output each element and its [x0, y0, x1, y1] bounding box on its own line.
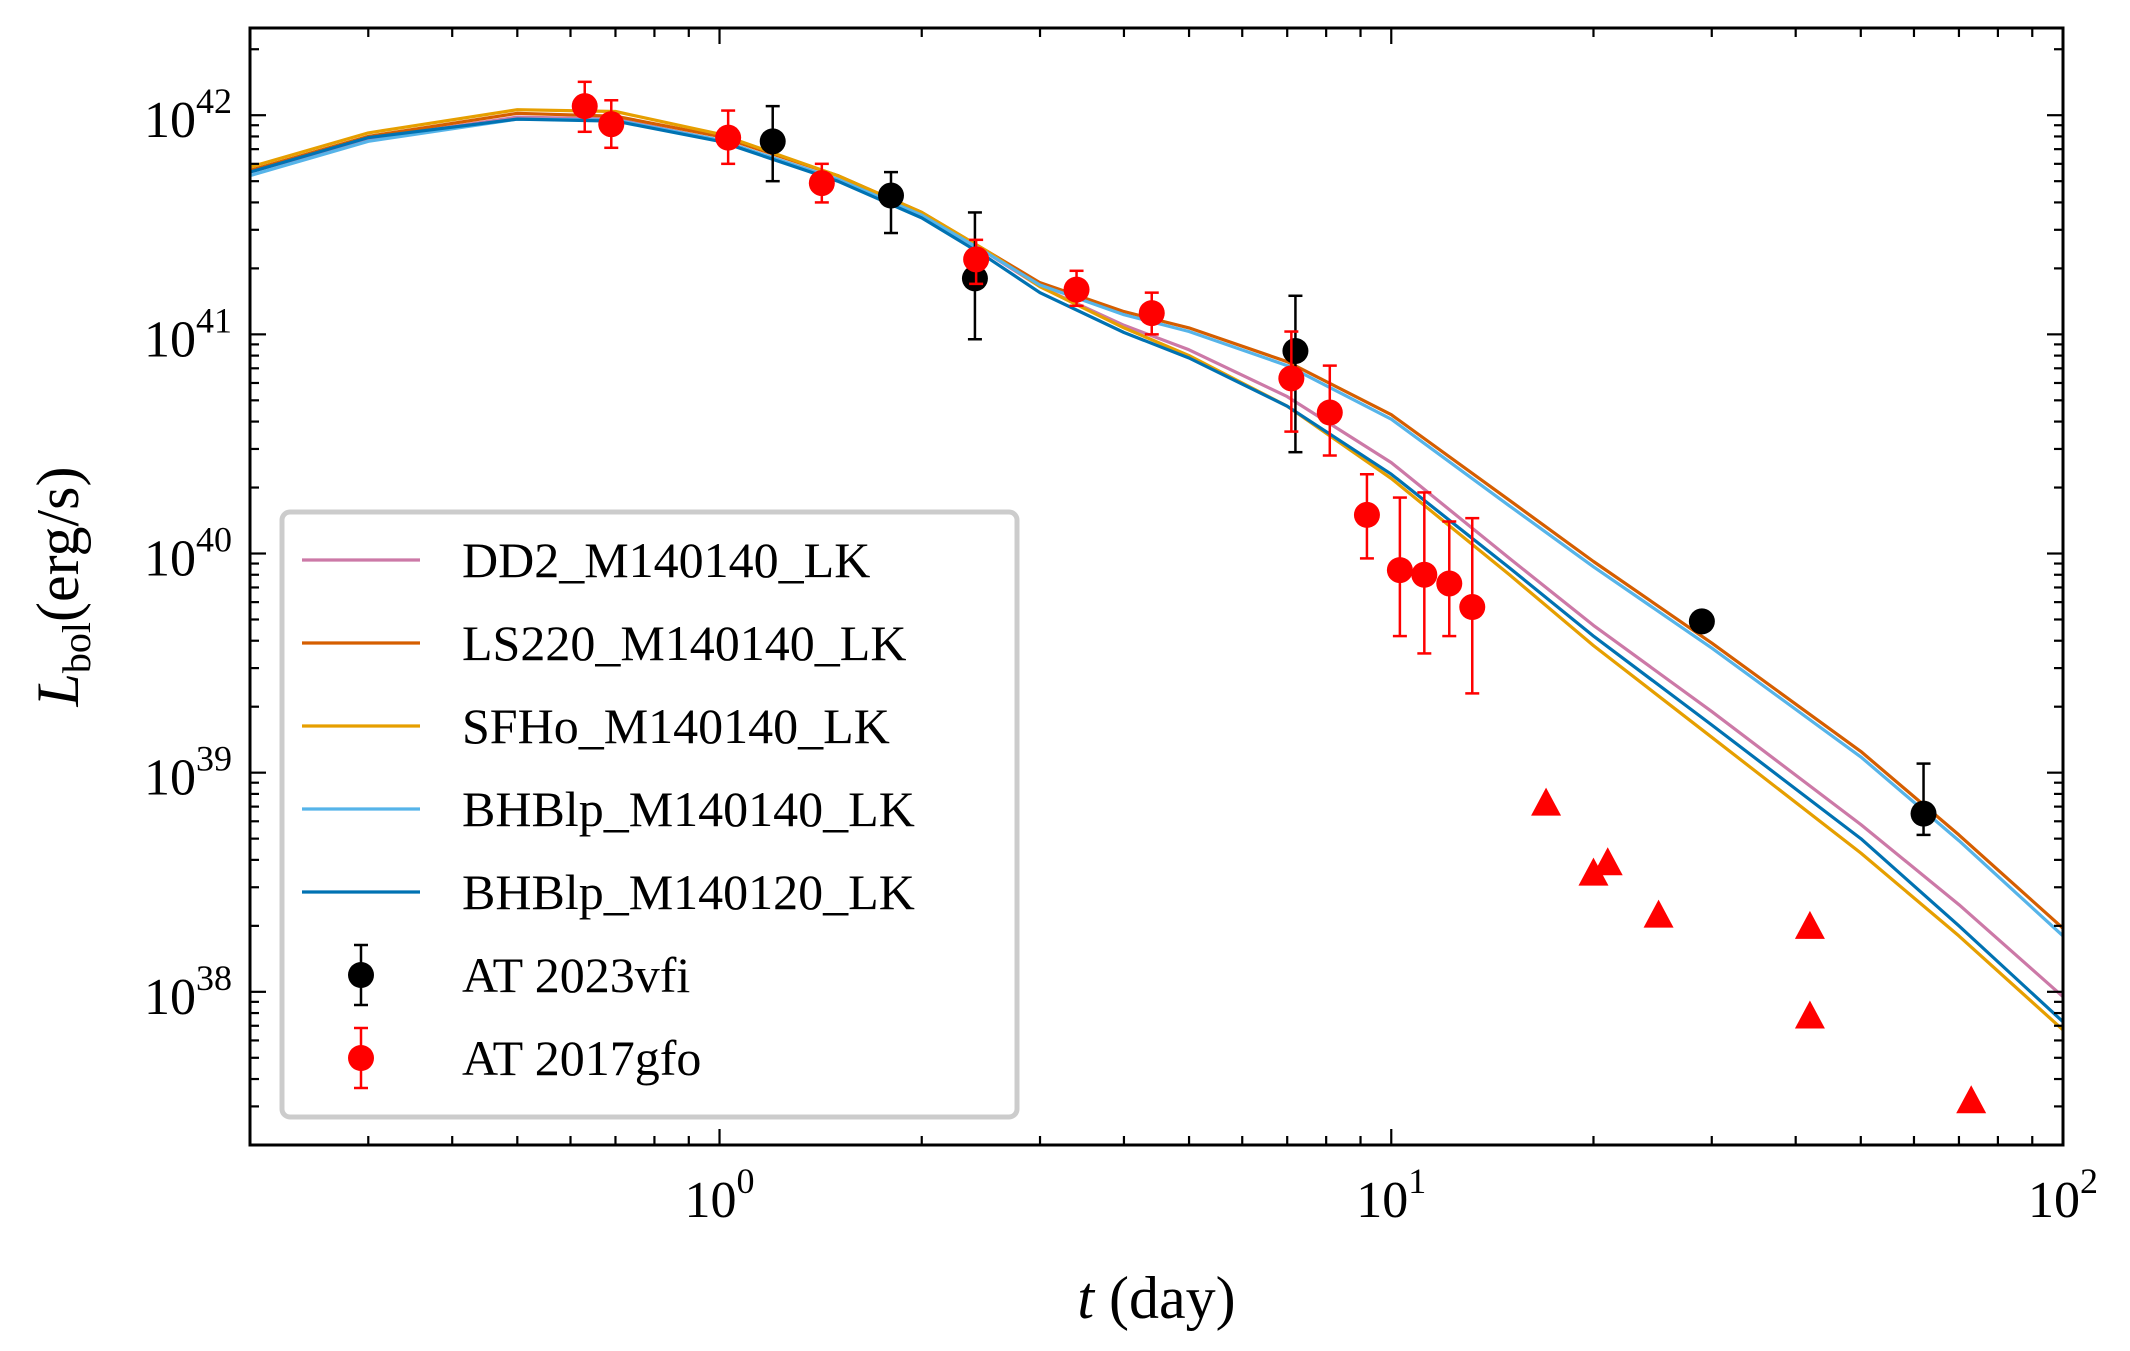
data-point: [1688, 608, 1715, 635]
series-at-2017gfo: [571, 80, 1486, 695]
upper-limit-marker: [1578, 857, 1609, 886]
upper-limit-marker: [1531, 787, 1562, 816]
y-axis-title: Lbol(erg/s): [25, 466, 99, 707]
data-point: [571, 93, 598, 120]
upper-limit-marker: [1592, 847, 1623, 876]
data-point: [878, 182, 905, 209]
legend-label: BHBlp_M140120_LK: [462, 864, 915, 920]
legend-swatch-marker: [348, 1045, 374, 1071]
upper-limit-marker: [1643, 899, 1674, 928]
series-at-2017gfo-upper-limits: [1531, 787, 1987, 1114]
legend-item-bhblp-m140120-lk: BHBlp_M140120_LK: [302, 864, 915, 920]
upper-limit-marker: [1956, 1085, 1987, 1114]
data-point: [1386, 557, 1413, 584]
data-point: [1278, 365, 1305, 392]
y-tick-label: 1038: [144, 958, 232, 1026]
legend-swatch-marker: [348, 962, 374, 988]
legend-label: BHBlp_M140140_LK: [462, 781, 915, 837]
data-point: [1459, 594, 1486, 621]
data-point: [808, 170, 835, 197]
legend-item-dd2-m140140-lk: DD2_M140140_LK: [302, 532, 870, 588]
legend-item-sfho-m140140-lk: SFHo_M140140_LK: [302, 698, 890, 754]
data-point: [759, 128, 786, 155]
legend: DD2_M140140_LK LS220_M140140_LK SFHo_M1401…: [279, 509, 1020, 1120]
data-point: [1316, 399, 1343, 426]
legend-box: [279, 509, 1020, 1120]
x-axis-title: t (day): [1077, 1265, 1235, 1331]
legend-item-at-2023vfi: AT 2023vfi: [348, 943, 690, 1007]
legend-label: DD2_M140140_LK: [462, 532, 870, 588]
legend-label: LS220_M140140_LK: [462, 615, 906, 671]
legend-label: AT 2017gfo: [462, 1030, 701, 1086]
series-sfho-m140140-lk: [250, 108, 2063, 1032]
legend-label: AT 2023vfi: [462, 947, 690, 1003]
y-tick-label: 1039: [144, 739, 232, 807]
data-point: [715, 124, 742, 151]
x-tick-label: 102: [2028, 1161, 2098, 1229]
upper-limit-marker: [1794, 1000, 1825, 1029]
upper-limit-marker: [1794, 910, 1825, 939]
data-point: [1910, 800, 1937, 827]
y-tick-label: 1042: [144, 81, 232, 149]
data-point: [598, 111, 625, 138]
x-tick-label: 100: [685, 1161, 755, 1229]
legend-item-bhblp-m140140-lk: BHBlp_M140140_LK: [302, 781, 915, 837]
plot-area: [250, 80, 2063, 1114]
data-point: [1282, 337, 1309, 364]
data-point: [1353, 501, 1380, 528]
y-tick-label: 1041: [144, 300, 232, 368]
series-line-sfho-m140140-lk: [250, 108, 2063, 1032]
data-point: [1436, 570, 1463, 597]
x-tick-label: 101: [1356, 1161, 1426, 1229]
data-point: [1138, 300, 1165, 327]
data-point: [963, 246, 990, 273]
axes: 100 101 102 1038 1039 1040 1041 1042 t (day) Lbol…: [25, 26, 2098, 1331]
data-point: [1063, 276, 1090, 303]
legend-item-at-2017gfo: AT 2017gfo: [348, 1026, 701, 1090]
legend-label: SFHo_M140140_LK: [462, 698, 890, 754]
legend-item-ls220-m140140-lk: LS220_M140140_LK: [302, 615, 906, 671]
y-tick-label: 1040: [144, 520, 232, 588]
data-point: [1411, 561, 1438, 588]
